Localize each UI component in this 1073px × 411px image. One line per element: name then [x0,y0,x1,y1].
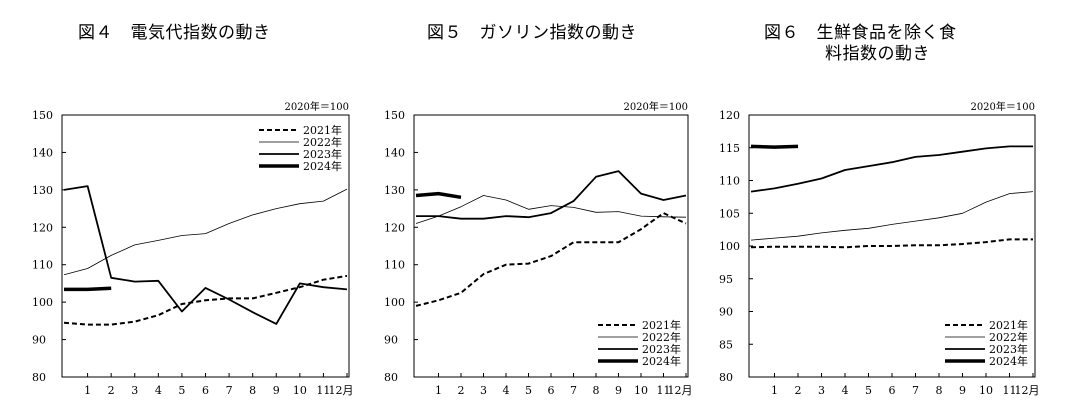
x-tick-label: 11 [657,384,671,397]
y-tick-label: 80 [719,371,733,384]
x-tick-label: 2 [795,384,802,397]
y-tick-label: 150 [384,109,405,122]
x-tick-label: 8 [593,384,600,397]
x-tick-label: 11 [316,384,330,397]
x-tick-label: 3 [818,384,825,397]
x-tick-label: 3 [480,384,487,397]
series-line-2022年 [750,191,1034,241]
series-line-2021年 [63,274,348,326]
legend-label: 2024年 [989,354,1028,368]
y-tick-label: 115 [719,142,740,155]
chart-title-line: 料指数の動き [825,44,930,64]
legend-label: 2022年 [303,135,342,149]
legend-label: 2024年 [642,354,681,368]
y-tick-label: 90 [32,334,46,347]
x-tick-label: 11 [1003,384,1017,397]
y-tick-label: 130 [384,184,405,197]
legend-label: 2022年 [989,330,1028,344]
legend-label: 2024年 [303,159,342,173]
x-tick-label: 6 [202,384,209,397]
unit-note: 2020年＝100 [970,100,1035,113]
x-tick-label: 1 [435,384,442,397]
legend-label: 2023年 [303,147,342,161]
x-tick-label: 8 [936,384,943,397]
x-tick-label: 9 [615,384,622,397]
legend-label: 2021年 [989,318,1028,332]
legend-label: 2023年 [642,342,681,356]
y-tick-label: 100 [384,296,405,309]
x-tick-label: 5 [525,384,532,397]
legend-label: 2023年 [989,342,1028,356]
y-tick-label: 105 [719,207,740,220]
y-tick-label: 100 [719,240,740,253]
x-tick-label: 4 [155,384,162,397]
x-tick-label: 7 [570,384,577,397]
x-tick-label: 5 [865,384,872,397]
series-line-2023年 [750,145,1033,193]
series-line-2021年 [750,238,1033,249]
series-line-2024年 [64,286,112,292]
x-tick-label: 10 [979,384,993,397]
y-tick-label: 85 [719,338,733,351]
x-tick-label: 4 [503,384,510,397]
series-line-2024年 [750,144,799,149]
y-tick-label: 120 [32,221,53,234]
legend-label: 2022年 [642,330,681,344]
x-tick-label: 6 [548,384,555,397]
y-tick-label: 120 [719,109,740,122]
series-line-2024年 [415,191,462,200]
x-tick-label: 10 [634,384,648,397]
unit-note: 2020年＝100 [284,100,349,113]
series-line-2022年 [63,188,348,276]
x-tick-label: 7 [912,384,919,397]
x-tick-label: 5 [178,384,185,397]
y-tick-label: 100 [32,296,53,309]
x-tick-label: 8 [249,384,256,397]
series-line-2023年 [63,185,348,325]
x-tick-label: 4 [842,384,849,397]
x-tick-label: 12月 [668,384,693,397]
legend-label: 2021年 [642,318,681,332]
chart-title: 図５ ガソリン指数の動き [427,23,637,43]
chart-title-line: 図６ 生鮮食品を除く食 [764,23,957,43]
y-tick-label: 120 [384,221,405,234]
y-tick-label: 130 [32,184,53,197]
chart-title: 図４ 電気代指数の動き [78,23,271,43]
x-tick-label: 10 [293,384,307,397]
x-tick-label: 9 [273,384,280,397]
series-line-2021年 [415,212,687,307]
x-tick-label: 2 [108,384,115,397]
chart-6: 図６ 生鮮食品を除く食料指数の動き2020年＝10080859095100105… [719,23,1040,397]
x-tick-label: 12月 [1015,384,1040,397]
legend-label: 2021年 [303,123,342,137]
y-tick-label: 90 [719,306,733,319]
y-tick-label: 140 [384,146,405,159]
x-tick-label: 1 [771,384,778,397]
y-tick-label: 80 [32,371,46,384]
unit-note: 2020年＝100 [623,100,688,113]
y-tick-label: 110 [32,259,53,272]
chart-4: 図４ 電気代指数の動き2020年＝10080901001101201301401… [32,23,354,397]
x-tick-label: 6 [889,384,896,397]
y-tick-label: 80 [384,371,398,384]
chart-title: 図６ 生鮮食品を除く食料指数の動き [764,23,957,64]
x-tick-label: 12月 [329,384,354,397]
x-tick-label: 3 [131,384,138,397]
y-tick-label: 110 [384,259,405,272]
series-line-2023年 [416,170,687,220]
x-tick-label: 1 [84,384,91,397]
chart-5: 図５ ガソリン指数の動き2020年＝1008090100110120130140… [384,23,693,397]
series-line-2022年 [415,195,687,224]
y-tick-label: 95 [719,273,733,286]
y-tick-label: 90 [384,334,398,347]
x-tick-label: 7 [226,384,233,397]
y-tick-label: 110 [719,175,740,188]
x-tick-label: 9 [959,384,966,397]
y-tick-label: 150 [32,109,53,122]
x-tick-label: 2 [458,384,465,397]
y-tick-label: 140 [32,146,53,159]
